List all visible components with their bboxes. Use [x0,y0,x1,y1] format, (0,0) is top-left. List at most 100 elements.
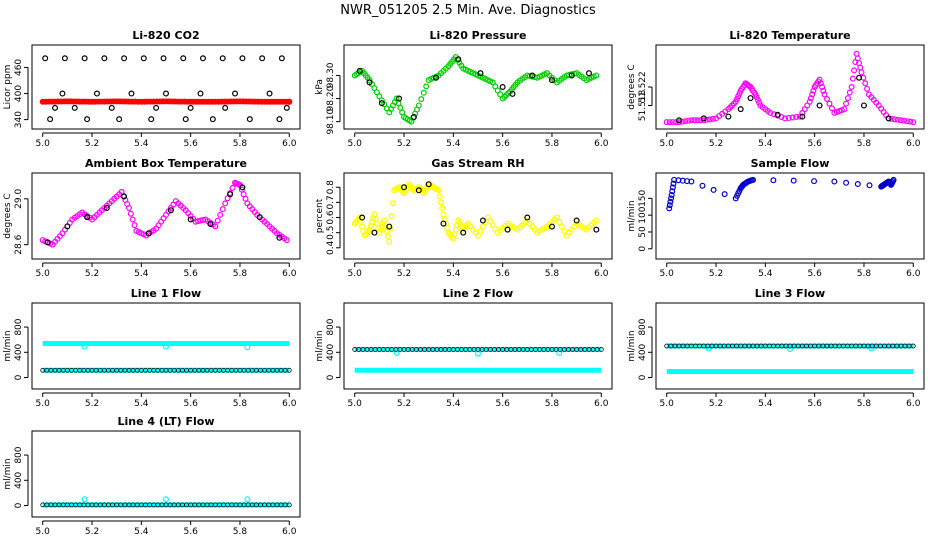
panel-li-820-co2-x-tick-label: 5.0 [36,139,51,149]
panel-ambient-box-temperature-series-black-point [207,221,214,228]
panel-li-820-temperature-series-magenta-point [685,117,692,124]
panel-ambient-box-temperature-series-black-point [256,214,263,221]
panel-sample-flow-x-tick-label: 5.0 [660,269,675,279]
panel-li-820-co2-series-black-point [182,116,189,123]
panel-gas-stream-rh-y-tick-label: 0.4 [326,240,336,255]
panel-sample-flow-series-blue-point [854,181,861,188]
panel-line-2-flow-x-tick-label: 5.6 [495,399,510,409]
panel-ambient-box-temperature-series-magenta-point [126,204,133,211]
panel-li-820-co2-series-black-point [52,104,59,111]
panel-gas-stream-rh-series-yellow-point [388,213,395,220]
panel-li-820-co2-series-black-point [81,55,88,62]
panel-li-820-temperature-series-magenta-point [821,91,828,98]
panel-gas-stream-rh-series-yellow-point [438,199,445,206]
panel-li-820-temperature-series-magenta-point [891,116,898,123]
panel-li-820-temperature-series-magenta-point [669,119,676,126]
panel-line-2-flow-series-cyan-outliers-point [393,349,400,356]
panel-li-820-temperature-series-magenta-point [841,106,848,113]
panel-li-820-pressure-frame [343,44,613,130]
panel-li-820-temperature-series-magenta-point [809,91,816,98]
panel-ambient-box-temperature-series-black-point [84,214,91,221]
panel-line-4-lt-flow-series-black-point [286,502,292,508]
panel-gas-stream-rh-y-tick-label: 0.7 [326,195,336,209]
panel-gas-stream-rh-series-yellow-point [367,222,374,229]
panel-gas-stream-rh-title: Gas Stream RH [431,157,524,170]
panel-li-820-co2-series-black-point [180,55,187,62]
panel-ambient-box-temperature-x-tick-label: 5.4 [134,269,149,279]
panel-line-3-flow-series-black-point [910,343,916,349]
panel-ambient-box-temperature-series-magenta-point [219,206,226,213]
panel-ambient-box-temperature-series-black-point [227,191,234,198]
panel-li-820-co2-series-black-point [283,104,290,111]
panel-gas-stream-rh-series-yellow-point [377,226,384,233]
panel-li-820-temperature-series-magenta-point [888,115,895,122]
panel-line-2-flow-x-tick-label: 5.0 [348,399,363,409]
panel-line-1-flow-series-cyan-outliers-point [81,343,88,350]
panel-line-1-flow-x-tick-label: 5.2 [85,399,99,409]
panel-li-820-pressure-series-green-point [593,72,600,79]
panel-ambient-box-temperature: Ambient Box Temperature 5.0 5.2 5.4 5.6 5.8 6.… [3,157,301,279]
panel-li-820-temperature-series-magenta-point [770,111,777,118]
panel-line-3-flow-y-tick-label: 400 [638,343,648,360]
panel-line-4-lt-flow-y-tick-label: 400 [14,471,24,488]
panel-ambient-box-temperature-series-black-point [103,204,110,211]
panel-li-820-pressure-series-black-point [410,114,417,121]
panel-gas-stream-rh-frame [343,172,613,260]
panel-li-820-pressure-x-tick-label: 5.6 [495,139,510,149]
panel-line-3-flow-y-tick-label: 0 [638,374,648,380]
panel-ambient-box-temperature-title: Ambient Box Temperature [85,157,247,170]
panel-li-820-temperature-series-magenta-point [846,89,853,96]
panel-line-3-flow-x-tick-label: 5.0 [660,399,675,409]
panel-li-820-temperature-series-black-point [747,95,754,102]
panel-li-820-pressure-x-tick-label: 5.2 [397,139,411,149]
panel-li-820-temperature-series-magenta-point [828,105,835,112]
panel-li-820-temperature-series-magenta-point [756,99,763,106]
panel-gas-stream-rh-y-tick-label: 0.8 [326,180,336,195]
panel-li-820-co2-series-black-point [101,55,108,62]
panel-li-820-co2-x-tick-label: 5.8 [233,139,248,149]
panel-gas-stream-rh-series-yellow-point [386,238,393,245]
panel-li-820-pressure-series-green-point [415,102,422,109]
panel-gas-stream-rh-series-yellow-point [389,200,396,207]
panel-gas-stream-rh-x-tick-label: 5.0 [348,269,363,279]
panel-line-2-flow-y-tick-label: 400 [326,343,336,360]
panel-line-3-flow-y-label: ml/min [627,330,637,361]
panel-li-820-co2-x-tick-label: 5.6 [183,139,198,149]
panel-li-820-co2-series-black-point [219,55,226,62]
panel-line-2-flow-x-tick-label: 5.8 [545,399,560,409]
panel-gas-stream-rh-series-yellow-point [385,233,392,240]
panel-line-1-flow-frame [31,302,301,390]
panel-li-820-temperature-series-black-point [676,117,683,124]
panel-li-820-temperature-series-magenta-point [901,117,908,124]
panel-line-4-lt-flow-title: Line 4 (LT) Flow [118,415,215,428]
figure-title: NWR_051205 2.5 Min. Ave. Diagnostics [340,3,596,18]
panel-sample-flow-series-blue-point [669,188,676,195]
panel-gas-stream-rh-series-yellow-point [436,193,443,200]
panel-li-820-co2-series-black-point [42,55,49,62]
panel-ambient-box-temperature-series-magenta-point [129,216,136,223]
panel-line-4-lt-flow: Line 4 (LT) Flow 5.0 5.2 5.4 5.6 5.8 6.0 0 400 80… [3,415,301,537]
panel-line-4-lt-flow-x-tick-label: 6.0 [282,527,297,537]
panel-line-3-flow-x-tick-label: 5.2 [709,399,723,409]
panel-li-820-temperature-series-magenta-point [904,118,911,125]
panel-li-820-temperature-series-black-point [725,113,732,120]
panel-li-820-temperature-series-magenta-point [817,80,824,87]
panel-line-4-lt-flow-x-tick-label: 5.0 [36,527,51,537]
panel-li-820-temperature-y-tick-label: 51.518 [638,89,648,121]
panel-li-820-pressure-y-tick-label: 98.20 [326,85,336,111]
panel-li-820-pressure-series-black-point [529,72,536,79]
panel-gas-stream-rh-series-yellow-point [366,226,373,233]
panel-li-820-temperature-series-magenta-point [816,76,823,83]
panel-sample-flow-series-blue-point [699,182,706,189]
panel-li-820-temperature-y-label: degrees C [627,64,637,109]
panel-ambient-box-temperature-y-tick-label: 29.0 [14,189,24,209]
panel-line-2-flow-y-tick-label: 0 [326,374,336,380]
panel-gas-stream-rh-series-black-point [440,220,447,227]
panel-li-820-pressure-y-tick-label: 98.30 [326,62,336,88]
panel-ambient-box-temperature-series-magenta-point [229,184,236,191]
panel-line-3-flow-series-cyan-outliers-point [868,345,875,352]
panel-sample-flow-x-tick-label: 6.0 [906,269,921,279]
panel-gas-stream-rh-series-yellow-point [477,228,484,235]
panel-ambient-box-temperature-series-black-point [276,234,283,241]
panel-line-2-flow-series-black-point [598,347,604,352]
